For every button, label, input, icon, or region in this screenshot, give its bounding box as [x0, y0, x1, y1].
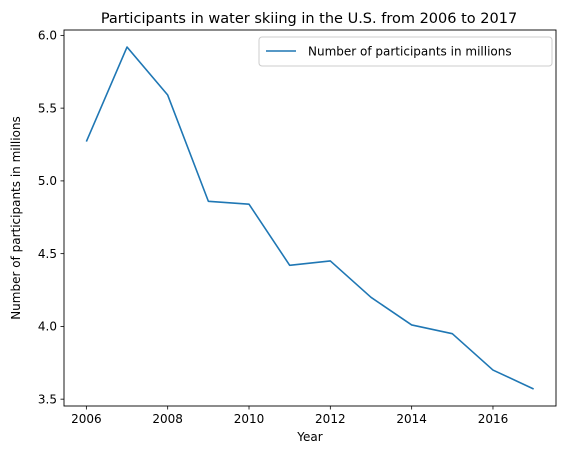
y-axis-title: Number of participants in millions — [9, 116, 23, 320]
data-point — [85, 140, 87, 142]
data-point — [329, 260, 331, 262]
y-tick-label: 5.5 — [38, 101, 57, 115]
x-tick-label: 2008 — [152, 412, 183, 426]
legend-label: Number of participants in millions — [308, 45, 512, 59]
y-tick-label: 6.0 — [38, 29, 57, 43]
x-tick-label: 2010 — [234, 412, 265, 426]
data-point — [532, 388, 534, 390]
x-axis: 2006 2008 2010 2012 2014 2016 — [71, 406, 508, 426]
plot-frame — [63, 29, 557, 407]
data-point — [370, 296, 372, 298]
y-axis: 3.5 4.0 4.5 5.0 5.5 6.0 — [38, 29, 64, 406]
legend: Number of participants in millions — [258, 36, 553, 67]
data-point — [248, 203, 250, 205]
x-tick-label: 2016 — [478, 412, 509, 426]
x-tick-label: 2014 — [396, 412, 427, 426]
x-tick-label: 2006 — [71, 412, 102, 426]
series-line — [85, 46, 534, 390]
data-point — [410, 324, 412, 326]
data-point — [126, 46, 128, 48]
legend-box — [258, 36, 553, 67]
data-point — [492, 369, 494, 371]
data-point — [207, 200, 209, 202]
chart-title: Participants in water skiing in the U.S.… — [101, 11, 517, 27]
y-tick-label: 4.5 — [38, 247, 57, 261]
x-tick-label: 2012 — [315, 412, 346, 426]
y-tick-label: 5.0 — [38, 174, 57, 188]
data-point — [288, 264, 290, 266]
data-point — [451, 332, 453, 334]
data-point — [166, 94, 168, 96]
y-tick-label: 3.5 — [38, 392, 57, 406]
series-layer — [85, 46, 534, 390]
x-axis-title: Year — [296, 430, 322, 444]
y-tick-label: 4.0 — [38, 320, 57, 334]
